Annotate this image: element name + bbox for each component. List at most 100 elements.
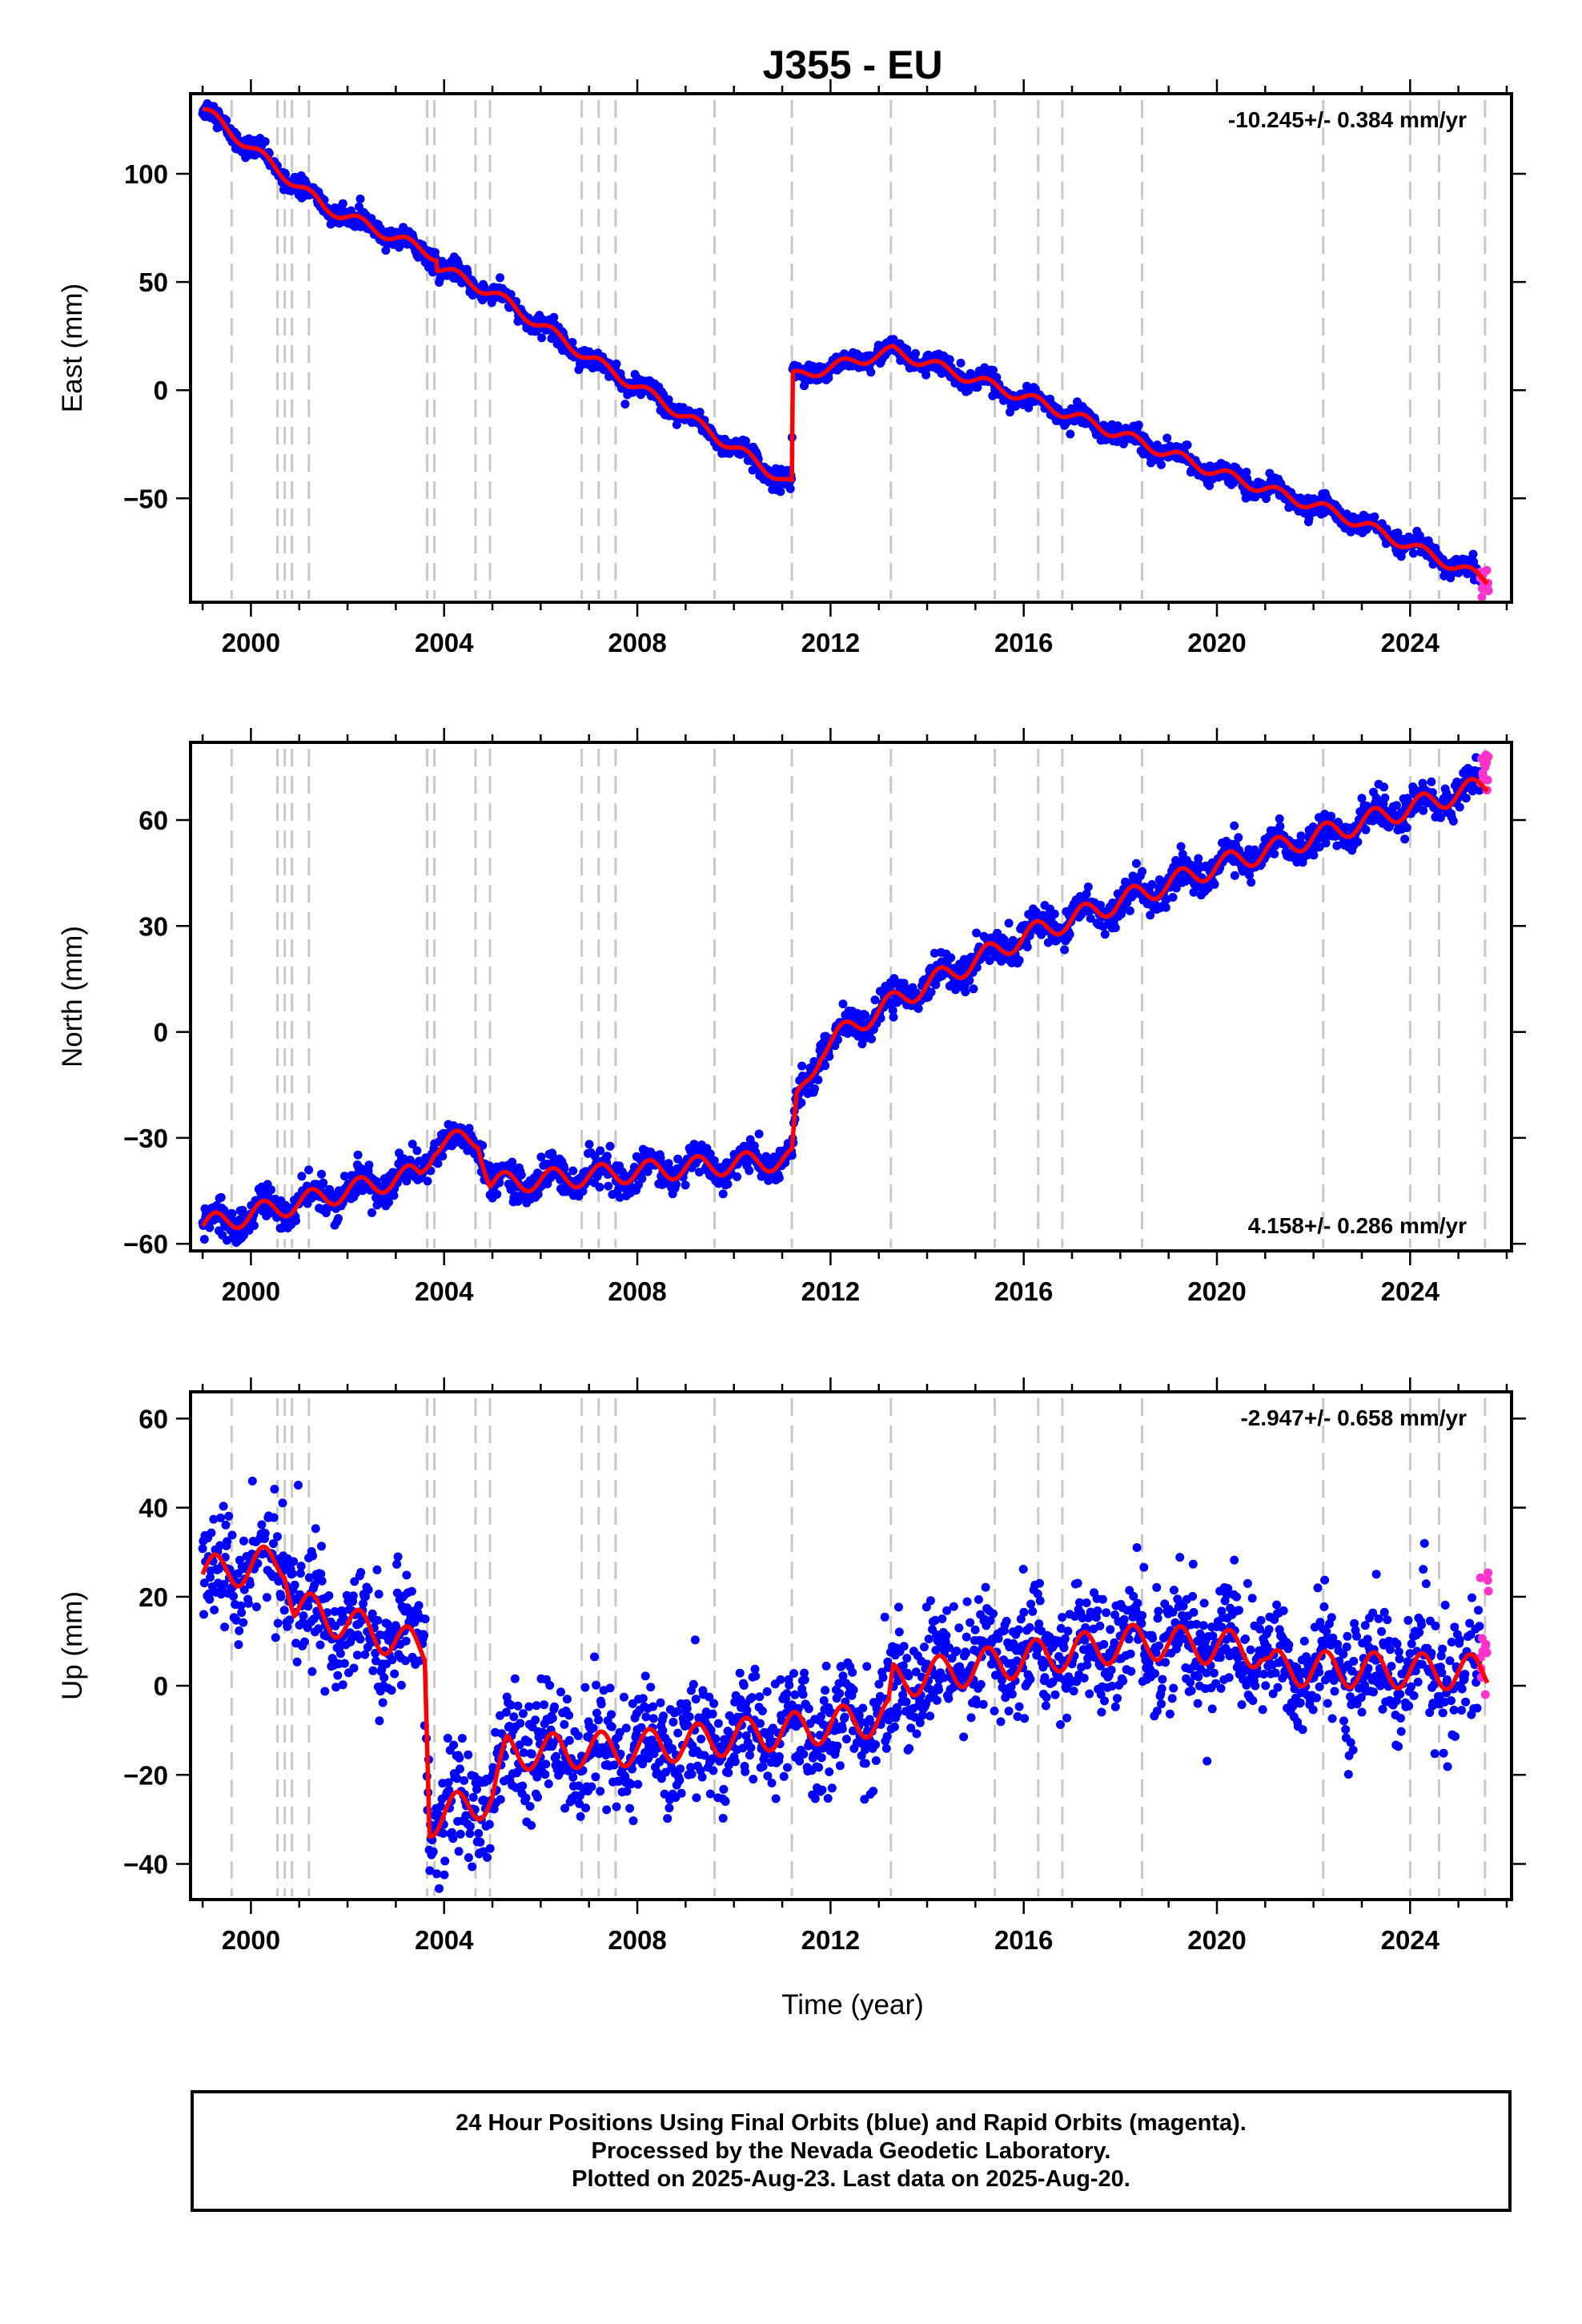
x-tick-label: 2020 <box>1187 1277 1246 1306</box>
data-point <box>1125 906 1134 915</box>
data-point <box>290 1580 299 1590</box>
data-point <box>544 1779 553 1788</box>
data-point <box>1234 833 1243 842</box>
data-point <box>568 1772 578 1782</box>
data-point <box>564 1735 574 1745</box>
data-point <box>1230 821 1239 830</box>
data-point <box>464 1853 473 1863</box>
data-point <box>199 1610 208 1619</box>
panel-north: 2000 2004 2008 2012 2016 2020 202460300−30−60N… <box>57 728 1526 1306</box>
data-point <box>279 1606 289 1615</box>
data-point <box>754 1129 764 1139</box>
data-point <box>926 987 936 997</box>
y-tick-label: −60 <box>123 1229 168 1259</box>
data-point <box>745 1166 754 1176</box>
data-point <box>595 1182 604 1192</box>
data-point <box>1176 842 1186 851</box>
data-point <box>375 1716 384 1726</box>
data-point <box>521 1793 531 1803</box>
data-point <box>257 1520 267 1530</box>
data-point <box>532 1701 541 1711</box>
x-tick-label: 2012 <box>801 1277 860 1306</box>
rate-label: 4.158+/- 0.286 mm/yr <box>1248 1213 1467 1238</box>
data-point <box>813 1076 823 1084</box>
data-point <box>573 1731 583 1740</box>
data-point <box>355 1634 365 1644</box>
data-point <box>866 368 876 377</box>
data-point <box>381 246 391 255</box>
x-tick-label: 2000 <box>222 628 280 657</box>
data-point <box>838 999 848 1009</box>
data-point <box>1327 811 1336 821</box>
data-point <box>338 199 347 208</box>
panel-east: 2000 2004 2008 2012 2016 2020 2024100500−50Eas… <box>57 79 1526 657</box>
data-point <box>319 1178 328 1188</box>
final-orbit-points <box>198 1476 1485 1893</box>
data-point <box>402 1570 412 1580</box>
data-point <box>870 995 880 1005</box>
data-point <box>311 1524 320 1534</box>
data-point <box>921 370 931 380</box>
y-tick-label: 60 <box>139 806 168 835</box>
rate-label: -10.245+/- 0.384 mm/yr <box>1228 107 1467 132</box>
data-point <box>956 358 966 368</box>
data-point <box>449 1740 459 1750</box>
data-point <box>239 1536 248 1546</box>
y-tick-label: −30 <box>123 1124 168 1153</box>
data-point <box>245 1579 255 1589</box>
data-point <box>545 1681 555 1690</box>
data-point <box>372 1565 382 1574</box>
data-point <box>356 1568 366 1577</box>
data-point <box>373 1615 383 1625</box>
data-point <box>299 1611 308 1621</box>
data-point <box>961 987 970 997</box>
data-point <box>1468 549 1478 559</box>
data-point <box>317 1576 327 1586</box>
data-point <box>1370 512 1379 521</box>
data-point <box>672 420 681 429</box>
data-point <box>531 1715 540 1725</box>
y-tick-label: −50 <box>123 484 168 513</box>
y-tick-label: 0 <box>154 376 168 405</box>
data-point <box>210 1605 219 1614</box>
data-point <box>287 1569 297 1578</box>
data-point <box>229 1591 238 1601</box>
data-point <box>774 1173 784 1183</box>
data-point <box>1247 878 1256 887</box>
data-point <box>945 355 954 364</box>
data-point <box>476 1837 485 1847</box>
data-point <box>390 1669 400 1679</box>
data-point <box>278 1498 287 1508</box>
data-point <box>387 1686 396 1695</box>
data-point <box>333 1671 343 1680</box>
data-point <box>364 1160 374 1170</box>
data-point <box>267 1185 275 1195</box>
data-point <box>289 1557 299 1566</box>
data-point <box>315 1640 325 1650</box>
data-point <box>584 1140 594 1149</box>
data-point <box>533 1792 542 1802</box>
data-point <box>251 1602 261 1611</box>
data-point <box>496 1795 505 1804</box>
y-tick-label: 100 <box>124 159 168 189</box>
data-point <box>276 1592 286 1602</box>
data-point <box>516 1719 525 1728</box>
data-point <box>374 1590 383 1599</box>
data-point <box>221 1520 231 1530</box>
data-point <box>247 1476 257 1486</box>
data-point <box>270 1485 279 1494</box>
data-point <box>378 1698 387 1707</box>
data-point <box>604 1181 613 1191</box>
x-tick-label: 2016 <box>994 628 1053 657</box>
data-point <box>460 1775 469 1785</box>
data-point <box>234 1640 243 1650</box>
x-tick-label: 2016 <box>994 1277 1053 1306</box>
data-point <box>414 1601 424 1610</box>
rapid-point <box>1482 585 1492 594</box>
data-point <box>580 1683 590 1692</box>
data-point <box>291 1216 301 1225</box>
final-orbit-points <box>198 99 1485 586</box>
data-point <box>867 1034 876 1043</box>
data-point <box>1083 883 1093 891</box>
data-point <box>1391 801 1401 810</box>
